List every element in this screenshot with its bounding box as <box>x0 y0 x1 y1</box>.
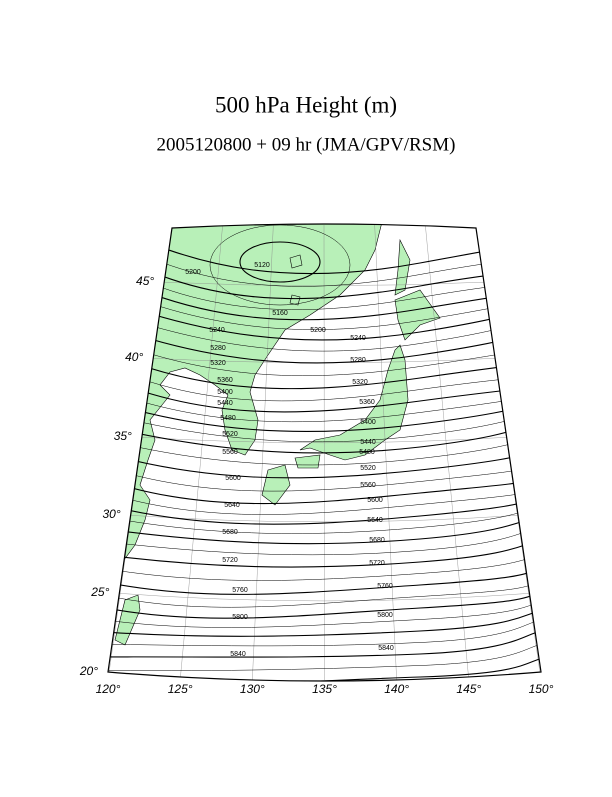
contour-label: 5200 <box>185 269 201 276</box>
lat-label: 30° <box>102 507 120 521</box>
contour-label: 5320 <box>210 360 226 367</box>
contour-label: 5320 <box>352 379 368 386</box>
contour-line <box>108 607 541 637</box>
contour-label: 5840 <box>230 651 246 658</box>
contour-label: 5240 <box>350 335 366 342</box>
contour-label: 5800 <box>377 612 393 619</box>
meridian <box>179 224 223 681</box>
contour-line <box>108 618 541 647</box>
contour-label: 5680 <box>369 537 385 544</box>
contour-label: 5560 <box>222 449 238 456</box>
subtitle: 2005120800 + 09 hr (JMA/GPV/RSM) <box>157 134 456 155</box>
contour-line <box>108 653 541 681</box>
contour-label: 5200 <box>310 327 326 334</box>
axis-labels: 20° 25° 30° 35° 40° 45° 120° 125° 130° 135° 140° 14… <box>79 274 554 696</box>
contour-label: 5520 <box>360 465 376 472</box>
contour-line <box>108 596 541 628</box>
lon-label: 120° <box>96 682 121 696</box>
contour-line <box>239 241 321 283</box>
title: 500 hPa Height (m) <box>215 92 397 117</box>
lon-label: 125° <box>168 682 193 696</box>
contour-label: 5720 <box>369 560 385 567</box>
lat-label: 20° <box>79 664 98 678</box>
contour-label: 5680 <box>222 529 238 536</box>
contour-label: 5600 <box>367 497 383 504</box>
island <box>289 294 301 306</box>
hokkaido <box>394 289 441 341</box>
parallel <box>136 436 512 444</box>
meridian <box>374 224 397 681</box>
lon-label: 130° <box>240 682 265 696</box>
contour-line <box>209 224 351 306</box>
contour-label: 5760 <box>232 587 248 594</box>
lat-label: 45° <box>136 274 154 288</box>
lat-label: 40° <box>125 350 143 364</box>
contour-label: 5600 <box>225 475 241 482</box>
contour-label: 5240 <box>209 327 225 334</box>
lon-label: 140° <box>384 682 409 696</box>
contour-label: 5480 <box>220 415 236 422</box>
meridian <box>425 224 470 681</box>
contour-label: 5160 <box>272 310 288 317</box>
contour-label: 5520 <box>222 431 238 438</box>
island <box>289 254 303 269</box>
contour-label: 5800 <box>232 614 248 621</box>
continent <box>108 224 383 561</box>
contour-label: 5760 <box>377 583 393 590</box>
lat-label: 35° <box>114 429 132 443</box>
lon-label: 150° <box>529 682 554 696</box>
contour-label: 5120 <box>254 262 270 269</box>
contour-label: 5360 <box>359 399 375 406</box>
map-frame <box>107 223 542 682</box>
lon-label: 145° <box>456 682 481 696</box>
sakhalin <box>394 238 411 296</box>
lon-label: 135° <box>312 682 337 696</box>
contour-label: 5440 <box>360 439 376 446</box>
contour-label: 5840 <box>378 645 394 652</box>
contour-labels: 5120 5200 5160 5200 5240 5240 5280 5280 5320 5320… <box>185 262 394 658</box>
contour-line <box>108 629 541 658</box>
contour-label: 5400 <box>360 419 376 426</box>
lat-label: 25° <box>90 585 109 599</box>
parallel <box>114 592 535 602</box>
meridian <box>252 224 274 681</box>
map-body: 5120 5200 5160 5200 5240 5240 5280 5280 5320 5320… <box>108 224 541 681</box>
contour-label: 5280 <box>350 357 366 364</box>
contour-line <box>108 642 541 671</box>
contour-label: 5400 <box>217 389 233 396</box>
contour-label: 5360 <box>217 377 233 384</box>
contour-label: 5280 <box>210 345 226 352</box>
contour-label: 5480 <box>359 449 375 456</box>
contour-label: 5560 <box>360 482 376 489</box>
contour-label: 5440 <box>217 400 233 407</box>
contour-label: 5640 <box>367 517 383 524</box>
contour-label: 5720 <box>222 557 238 564</box>
contour-label: 5640 <box>224 502 240 509</box>
